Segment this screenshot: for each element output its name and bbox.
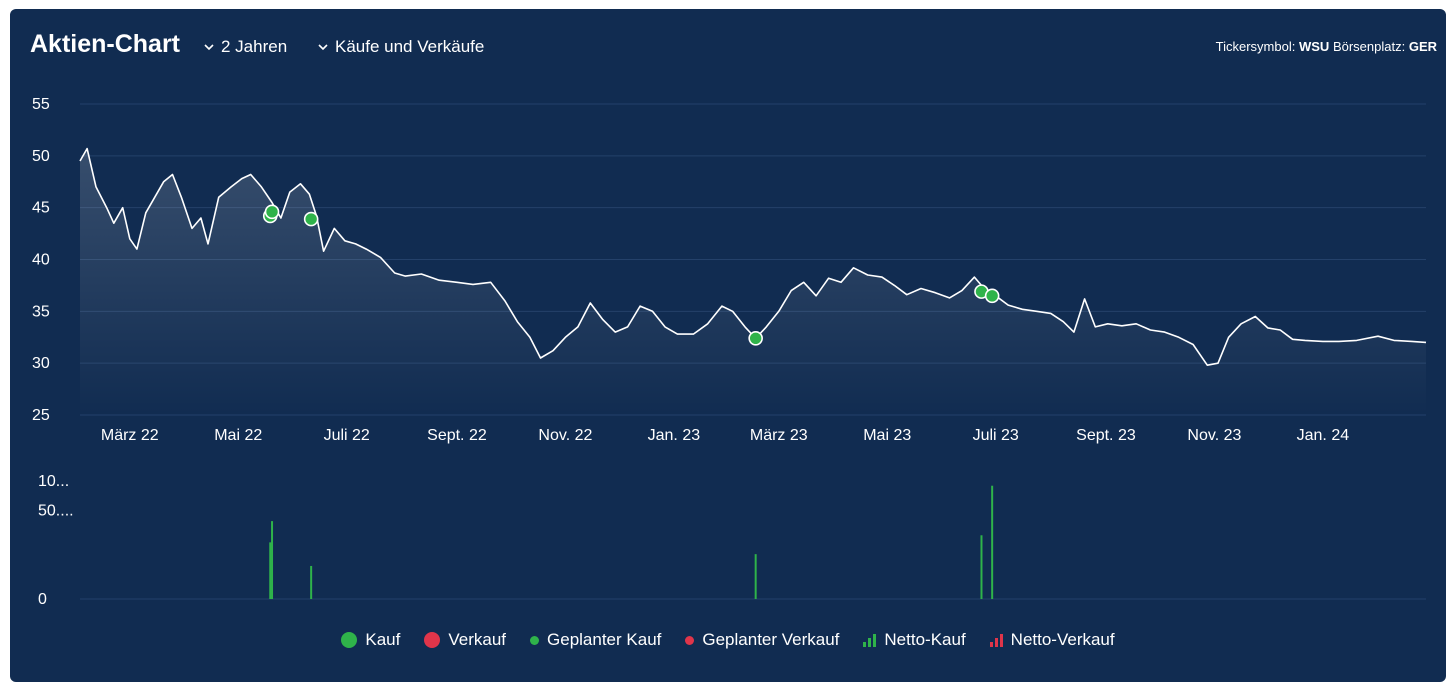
legend-label: Geplanter Verkauf: [702, 630, 840, 649]
legend-label: Verkauf: [448, 630, 507, 649]
legend-dot-icon: [530, 635, 540, 645]
filter-dropdown-label: Käufe und Verkäufe: [335, 37, 485, 56]
bar-chart-icon: [863, 633, 877, 647]
filter-dropdown[interactable]: Käufe und Verkäufe: [317, 37, 484, 57]
price-y-tick-label: 25: [32, 407, 50, 424]
legend-item[interactable]: Kauf: [341, 630, 400, 650]
price-line: [79, 147, 1427, 366]
price-y-tick-label: 50: [32, 148, 50, 165]
volume-y-axis: 10... 50.... 0: [38, 473, 74, 608]
volume-y-tick-label: 0: [38, 591, 47, 608]
legend-item[interactable]: Verkauf: [424, 630, 506, 650]
stock-chart-panel: Aktien-Chart 2 Jahren Käufe und Verkäufe…: [10, 9, 1446, 682]
range-dropdown[interactable]: 2 Jahren: [203, 37, 287, 57]
price-x-tick-label: Mai 23: [863, 427, 911, 444]
price-x-tick-label: Jan. 24: [1297, 427, 1350, 444]
chevron-down-icon: [318, 44, 328, 51]
volume-bar: [269, 542, 272, 599]
legend-dot-icon: [341, 632, 358, 648]
price-x-tick-label: Sept. 23: [1076, 427, 1136, 444]
volume-bars: [269, 485, 994, 599]
trade-marker-buy: [303, 211, 319, 227]
price-y-tick-label: 45: [32, 200, 50, 217]
price-y-tick-label: 35: [32, 303, 50, 320]
exchange-label: Börsenplatz:: [1332, 39, 1406, 54]
price-x-tick-label: Sept. 22: [427, 427, 487, 444]
legend-label: Netto-Kauf: [884, 630, 966, 649]
legend-label: Geplanter Kauf: [547, 630, 662, 649]
trade-marker-buy: [984, 288, 1000, 304]
price-x-tick-label: März 22: [101, 427, 159, 444]
volume-y-tick-label: 50....: [38, 503, 74, 520]
ticker-info: Tickersymbol: WSU Börsenplatz: GER: [1216, 39, 1437, 54]
legend-dot-icon: [685, 635, 695, 645]
trade-markers: [262, 204, 1000, 346]
chart-title: Aktien-Chart: [30, 30, 181, 58]
range-dropdown-label: 2 Jahren: [221, 37, 288, 56]
trade-marker-buy: [264, 204, 280, 220]
price-x-tick-label: Nov. 22: [538, 427, 592, 444]
price-y-axis: 55 50 45 40 35 30 25: [32, 96, 50, 424]
legend-label: Netto-Verkauf: [1010, 630, 1115, 649]
price-area-fill: [80, 148, 1426, 415]
chevron-down-icon: [204, 44, 214, 51]
volume-y-tick-label: 10...: [38, 473, 69, 490]
price-x-tick-label: Juli 23: [973, 427, 1019, 444]
price-x-tick-label: Juli 22: [324, 427, 370, 444]
price-x-tick-label: März 23: [750, 427, 808, 444]
trade-marker-buy: [748, 330, 763, 346]
volume-bar: [991, 485, 994, 599]
volume-bar: [980, 535, 983, 599]
legend-item[interactable]: Netto-Kauf: [863, 630, 966, 650]
price-x-tick-label: Nov. 23: [1187, 427, 1241, 444]
exchange-value: GER: [1408, 39, 1437, 54]
ticker-value: WSU: [1298, 39, 1330, 54]
legend-item[interactable]: Netto-Verkauf: [989, 630, 1115, 650]
bar-chart-icon: [989, 633, 1003, 647]
chart-area: 55 50 45 40 35 30 25 März 22 Mai 22 Juli 22 Sept.…: [32, 96, 1427, 608]
price-x-axis: März 22 Mai 22 Juli 22 Sept. 22 Nov. 22 Jan. …: [101, 427, 1349, 444]
price-x-tick-label: Jan. 23: [648, 427, 701, 444]
price-y-tick-label: 40: [32, 252, 50, 269]
volume-bar: [271, 521, 274, 599]
price-y-tick-label: 55: [32, 96, 50, 113]
legend-item[interactable]: Geplanter Verkauf: [685, 630, 839, 650]
legend-dot-icon: [424, 632, 441, 648]
price-x-tick-label: Mai 22: [214, 427, 262, 444]
chart-legend: Kauf Verkauf Geplanter Kauf Geplanter Verka…: [10, 630, 1446, 650]
legend-label: Kauf: [365, 630, 401, 649]
price-y-tick-label: 30: [32, 355, 50, 372]
ticker-label: Tickersymbol:: [1215, 39, 1296, 54]
volume-bar: [310, 565, 313, 599]
volume-bar: [754, 554, 757, 599]
legend-item[interactable]: Geplanter Kauf: [530, 630, 661, 650]
